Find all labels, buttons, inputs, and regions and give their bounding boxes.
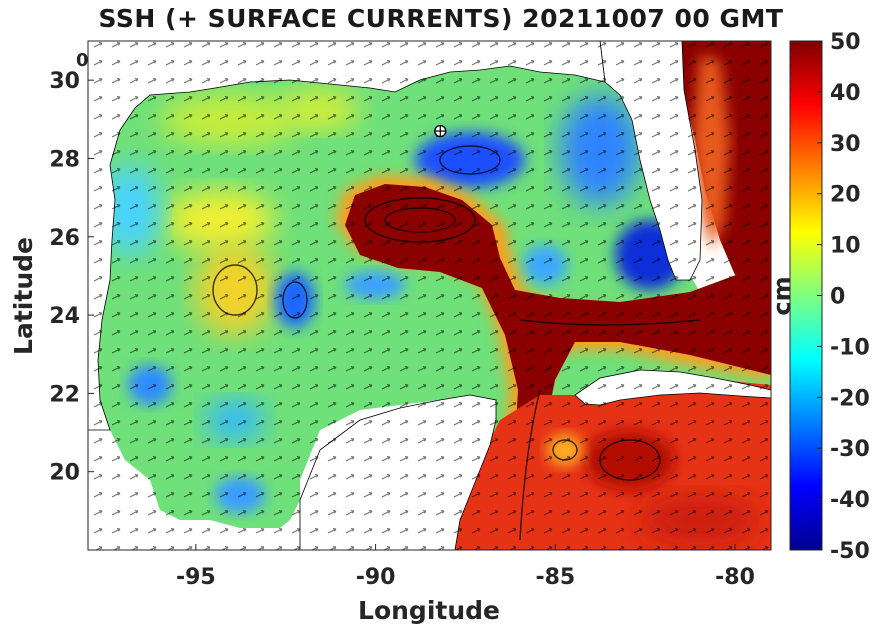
colorbar-tick-label: 0 <box>830 285 845 310</box>
colorbar-tick-label: -30 <box>830 437 870 462</box>
colorbar <box>789 40 823 551</box>
axes-frame <box>87 40 772 551</box>
colorbar-tick-label: -10 <box>830 335 870 360</box>
colorbar-tick-label: 10 <box>830 234 861 259</box>
surface-current-arrows <box>88 41 771 550</box>
x-axis-label: Longitude <box>358 596 500 625</box>
colorbar-ticks: 50 40 30 20 10 0 -10 -20 -30 -40 -50 <box>817 30 870 564</box>
y-tick-label: 28 <box>49 147 80 172</box>
y-axis-label: Latitude <box>9 237 38 355</box>
x-tick-label: -85 <box>535 565 575 590</box>
y-tick-label: 30 <box>49 69 80 94</box>
station-marker-icon <box>434 124 447 138</box>
colorbar-tick-label: -20 <box>830 386 870 411</box>
y-tick-label: 26 <box>49 226 80 251</box>
colorbar-tick-label: -50 <box>830 539 870 564</box>
x-tick-label: -90 <box>356 565 396 590</box>
x-axis-ticks: -95 -90 -85 -80 <box>176 544 755 590</box>
x-tick-label: -80 <box>715 565 755 590</box>
colorbar-tick-label: 40 <box>830 81 861 106</box>
colorbar-tick-label: -40 <box>830 488 870 513</box>
corner-label: 0 <box>76 50 89 71</box>
colorbar-tick-label: 30 <box>830 132 861 157</box>
y-tick-label: 20 <box>49 461 80 486</box>
map-title: SSH (+ SURFACE CURRENTS) 20211007 00 GMT <box>98 4 784 33</box>
y-axis-ticks: 30 28 26 24 22 20 <box>49 69 94 486</box>
y-tick-label: 22 <box>49 382 80 407</box>
x-tick-label: -95 <box>176 565 216 590</box>
current-streamlines <box>212 145 701 541</box>
y-tick-label: 24 <box>49 304 80 329</box>
ssh-field <box>88 41 771 550</box>
colorbar-tick-label: 50 <box>830 30 861 55</box>
colorbar-tick-label: 20 <box>830 183 861 208</box>
colorbar-label: cm <box>768 276 796 315</box>
